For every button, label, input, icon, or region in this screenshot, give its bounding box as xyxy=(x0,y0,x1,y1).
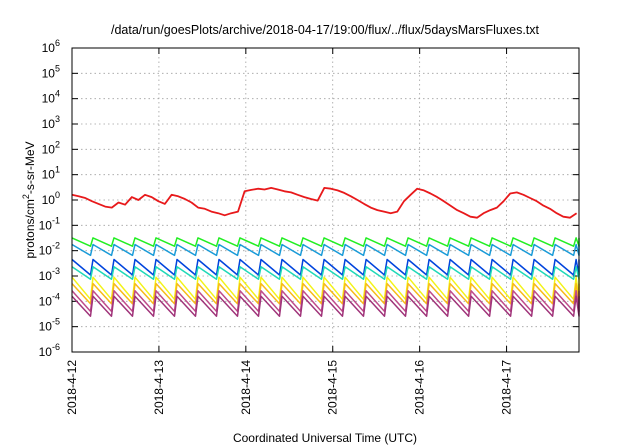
y-tick-label: 103 xyxy=(42,114,60,131)
y-tick-exponent: 4 xyxy=(55,89,60,99)
y-tick-exponent: -5 xyxy=(52,317,60,327)
y-tick-label: 10-6 xyxy=(39,342,60,359)
y-tick-exponent: -4 xyxy=(52,291,60,301)
y-tick-base: 10 xyxy=(39,269,53,283)
y-axis-label-post: -s-sr-MeV xyxy=(23,141,37,194)
x-tick-label: 2018-4-16 xyxy=(413,360,427,415)
y-tick-label: 10-3 xyxy=(39,266,60,283)
y-tick-base: 10 xyxy=(42,117,56,131)
y-tick-base: 10 xyxy=(42,41,56,55)
y-tick-label: 102 xyxy=(42,139,60,156)
y-tick-label: 10-5 xyxy=(39,317,60,334)
grid-lines xyxy=(72,48,579,352)
data-series xyxy=(71,186,580,317)
y-tick-base: 10 xyxy=(39,218,53,232)
y-tick-label: 10-1 xyxy=(39,215,60,232)
y-tick-label: 106 xyxy=(42,38,60,55)
y-axis-label-sup: 2 xyxy=(21,194,31,199)
series-line-3 xyxy=(71,243,580,257)
x-tick-label: 2018-4-15 xyxy=(326,360,340,415)
y-tick-base: 10 xyxy=(39,244,53,258)
y-tick-exponent: 5 xyxy=(55,63,60,73)
y-tick-base: 10 xyxy=(39,320,53,334)
chart-title: /data/run/goesPlots/archive/2018-04-17/1… xyxy=(111,23,540,37)
series-line-2 xyxy=(71,237,580,247)
x-tick-label: 2018-4-13 xyxy=(152,360,166,415)
series-line-4 xyxy=(71,258,580,276)
plot-frame xyxy=(71,47,580,353)
y-axis-label: protons/cm2-s-sr-MeV xyxy=(21,141,37,258)
y-tick-base: 10 xyxy=(39,294,53,308)
y-tick-base: 10 xyxy=(39,345,53,359)
y-tick-exponent: -1 xyxy=(52,215,60,225)
y-tick-label: 10-2 xyxy=(39,241,60,258)
y-tick-label: 100 xyxy=(42,190,60,207)
y-tick-label: 10-4 xyxy=(39,291,60,308)
y-tick-exponent: -6 xyxy=(52,342,60,352)
y-tick-base: 10 xyxy=(42,92,56,106)
y-tick-exponent: -2 xyxy=(52,241,60,251)
x-axis-ticks: 2018-4-12 2018-4-13 2018-4-14 2018-4-15 2018… xyxy=(65,48,514,415)
x-axis-label: Coordinated Universal Time (UTC) xyxy=(233,431,417,445)
x-tick-label: 2018-4-14 xyxy=(239,360,253,415)
y-tick-label: 105 xyxy=(42,63,60,80)
x-tick-label: 2018-4-17 xyxy=(500,360,514,415)
x-tick-label: 2018-4-12 xyxy=(65,360,79,415)
series-line-7 xyxy=(71,282,580,305)
y-tick-base: 10 xyxy=(42,193,56,207)
y-tick-base: 10 xyxy=(42,168,56,182)
y-axis-ticks: 10-610-510-410-310-210-11001011021031041… xyxy=(39,38,579,359)
y-tick-exponent: -3 xyxy=(52,266,60,276)
y-tick-base: 10 xyxy=(42,66,56,80)
y-tick-exponent: 2 xyxy=(55,139,60,149)
y-tick-exponent: 0 xyxy=(55,190,60,200)
y-tick-exponent: 3 xyxy=(55,114,60,124)
y-tick-base: 10 xyxy=(42,142,56,156)
y-tick-exponent: 6 xyxy=(55,38,60,48)
y-tick-label: 104 xyxy=(42,89,60,106)
series-line-1 xyxy=(71,186,578,219)
y-axis-label-pre: protons/cm xyxy=(23,199,37,258)
y-tick-label: 101 xyxy=(42,165,60,182)
y-tick-exponent: 1 xyxy=(55,165,60,175)
series-line-5 xyxy=(71,266,580,280)
series-line-9 xyxy=(71,295,580,317)
